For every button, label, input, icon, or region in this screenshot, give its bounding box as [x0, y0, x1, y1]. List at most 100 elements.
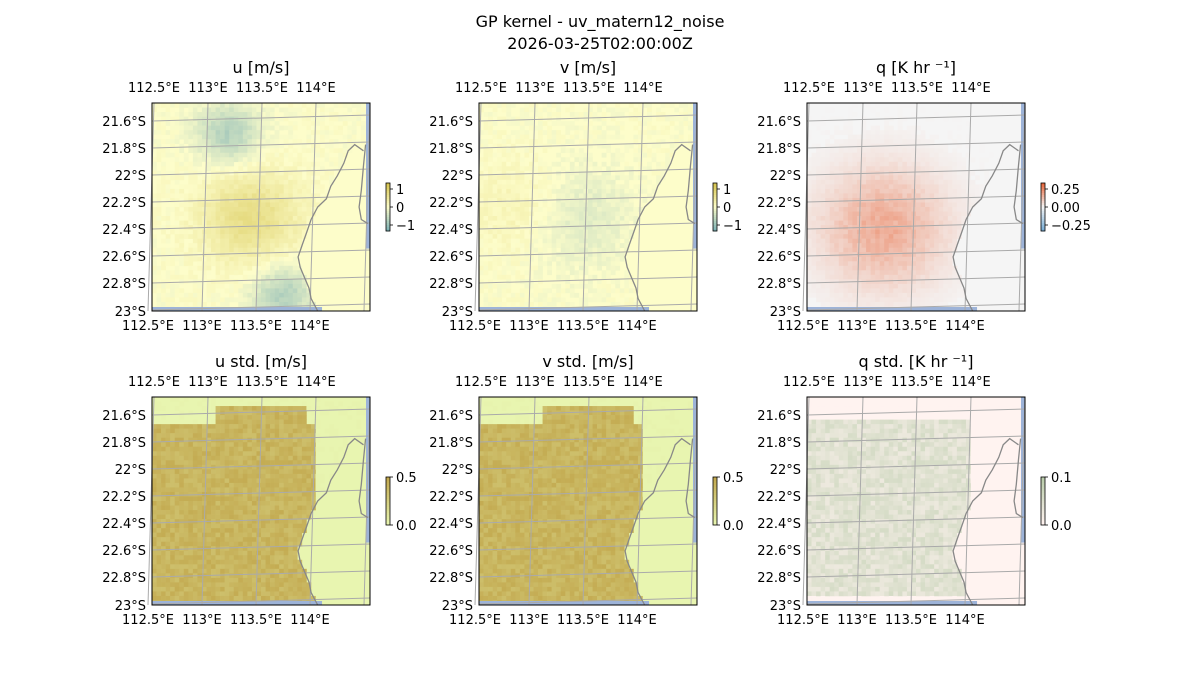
heatmap-cell [156, 451, 162, 457]
heatmap-cell [251, 121, 257, 126]
heatmap-cell [952, 161, 958, 167]
heatmap-cell [816, 179, 821, 185]
heatmap-cell [229, 207, 235, 212]
heatmap-cell [170, 152, 176, 158]
heatmap-cell [251, 125, 257, 131]
heatmap-cell [152, 139, 157, 144]
heatmap-cell [510, 247, 516, 253]
heatmap-cell [943, 256, 949, 262]
heatmap-cell [247, 197, 253, 203]
heatmap-cell [233, 112, 239, 117]
heatmap-cell [893, 188, 899, 194]
heatmap-cell [192, 591, 198, 597]
heatmap-cell [628, 229, 634, 235]
heatmap-cell [588, 274, 593, 280]
heatmap-cell [238, 202, 244, 208]
heatmap-cell [283, 161, 289, 167]
heatmap-cell [825, 229, 831, 235]
heatmap-cell [152, 238, 157, 244]
heatmap-cell [192, 505, 198, 511]
heatmap-cell [170, 175, 176, 181]
heatmap-cell [242, 279, 248, 285]
heatmap-cell [156, 555, 162, 561]
heatmap-cell [179, 261, 185, 267]
heatmap-cell [633, 148, 639, 154]
heatmap-cell [152, 532, 157, 538]
heatmap-cell [152, 501, 157, 506]
heatmap-cell [902, 197, 908, 203]
heatmap-cell [161, 193, 166, 199]
heatmap-cell [215, 107, 221, 113]
heatmap-cell [606, 207, 612, 212]
heatmap-cell [229, 188, 235, 194]
heatmap-cell [929, 297, 935, 303]
heatmap-cell [637, 112, 643, 117]
heatmap-cell [497, 202, 503, 208]
heatmap-cell [174, 482, 180, 488]
heatmap-cell [220, 216, 225, 221]
heatmap-cell [843, 229, 849, 235]
heatmap-cell [875, 202, 880, 208]
heatmap-cell [179, 202, 185, 208]
heatmap-cell [888, 202, 894, 208]
heatmap-cell [897, 170, 903, 176]
heatmap-cell [597, 197, 602, 203]
heatmap-cell [560, 225, 566, 230]
heatmap-cell [916, 261, 921, 267]
heatmap-cell [569, 125, 575, 131]
heatmap-cell [279, 216, 285, 221]
heatmap-cell [306, 170, 312, 176]
heatmap-cell [274, 225, 280, 230]
heatmap-cell [479, 216, 484, 221]
heatmap-cell [220, 166, 225, 172]
heatmap-cell [261, 166, 266, 172]
heatmap-cell [497, 220, 503, 226]
heatmap-cell [220, 274, 225, 280]
heatmap-cell [920, 229, 926, 235]
heatmap-cell [183, 184, 189, 190]
heatmap-cell [583, 170, 589, 176]
heatmap-cell [825, 292, 831, 298]
heatmap-cell [902, 170, 908, 176]
heatmap-cell [925, 179, 930, 185]
heatmap-cell [188, 121, 194, 126]
heatmap-cell [170, 510, 176, 515]
heatmap-cell [956, 184, 962, 190]
heatmap-cell [251, 288, 257, 294]
heatmap-cell [610, 202, 616, 208]
heatmap-cell [592, 229, 598, 235]
heatmap-cell [816, 288, 821, 294]
heatmap-cell [233, 188, 239, 194]
heatmap-cell [297, 197, 303, 203]
heatmap-cell [292, 139, 298, 144]
heatmap-cell [866, 152, 871, 158]
heatmap-cell [651, 130, 657, 135]
heatmap-cell [843, 175, 849, 181]
heatmap-cell [906, 243, 912, 248]
heatmap-cell [192, 207, 198, 212]
heatmap-cell [165, 220, 171, 226]
heatmap-cell [256, 288, 262, 294]
heatmap-cell [497, 301, 503, 307]
heatmap-cell [165, 437, 171, 443]
heatmap-cell [283, 297, 289, 303]
heatmap-cell [847, 179, 853, 185]
heatmap-cell [170, 528, 176, 533]
heatmap-cell [165, 261, 171, 267]
heatmap-cell [628, 211, 634, 217]
heatmap-cell [920, 157, 926, 163]
heatmap-cell [811, 225, 817, 230]
heatmap-cell [528, 116, 534, 122]
heatmap-cell [947, 261, 953, 267]
heatmap-cell [528, 107, 534, 113]
heatmap-cell [506, 148, 512, 154]
heatmap-cell [929, 279, 935, 285]
heatmap-cell [642, 130, 648, 135]
heatmap-cell [510, 121, 516, 126]
heatmap-cell [360, 130, 366, 135]
heatmap-cell [615, 134, 621, 140]
heatmap-cell [306, 188, 312, 194]
heatmap-cell [256, 188, 262, 194]
heatmap-cell [188, 139, 194, 144]
heatmap-cell [188, 555, 194, 561]
